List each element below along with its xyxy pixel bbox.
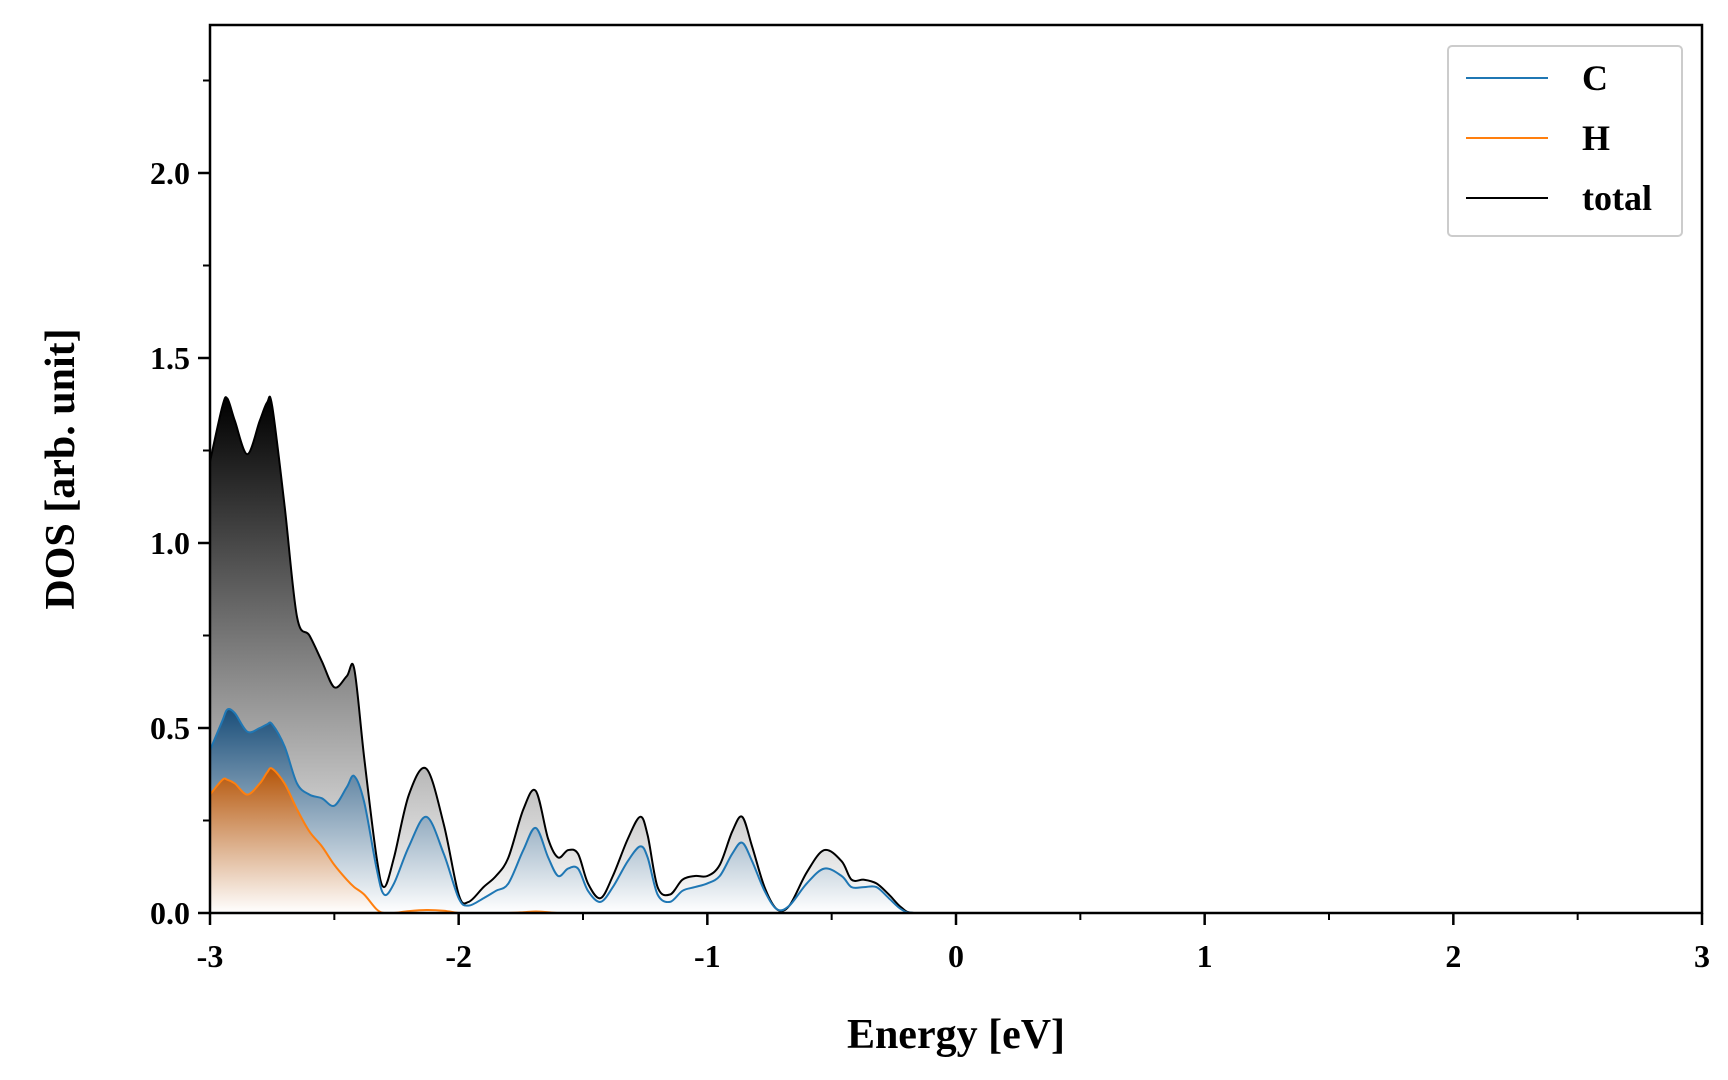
y-tick-label: 0.0	[150, 895, 190, 931]
x-tick-label: 3	[1694, 938, 1710, 974]
y-axis-title: DOS [arb. unit]	[38, 328, 84, 609]
x-axis-title: Energy [eV]	[847, 1012, 1065, 1058]
y-tick-label: 2.0	[150, 155, 190, 191]
legend-label-total: total	[1582, 178, 1652, 218]
y-tick-label: 0.5	[150, 710, 190, 746]
legend-label-C: C	[1582, 58, 1608, 98]
series-line-C	[209, 708, 1702, 915]
area-fills	[210, 396, 1702, 913]
x-tick-label: -1	[694, 938, 721, 974]
fill-H	[210, 768, 1702, 913]
x-tick-label: 2	[1445, 938, 1461, 974]
series-line-total	[209, 395, 1702, 915]
tick-labels: -3 -2 -1 0 1 2 3 0.0 0.5 1.0 1.5 2.0	[150, 155, 1710, 974]
x-tick-label: -2	[445, 938, 472, 974]
x-tick-label: -3	[197, 938, 224, 974]
y-tick-label: 1.5	[150, 340, 190, 376]
x-tick-label: 0	[948, 938, 964, 974]
y-tick-label: 1.0	[150, 525, 190, 561]
axis-ticks	[198, 79, 1704, 925]
x-tick-label: 1	[1197, 938, 1213, 974]
legend-box	[1447, 45, 1683, 237]
legend-label-H: H	[1582, 118, 1610, 158]
